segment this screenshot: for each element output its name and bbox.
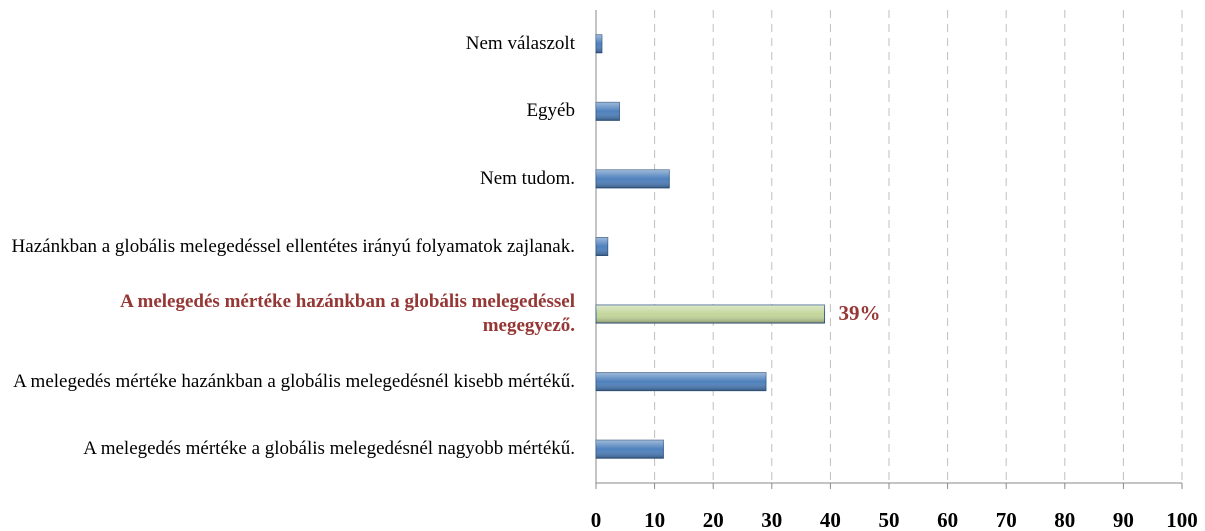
value-label: 39%	[839, 301, 881, 325]
x-tick-label: 70	[996, 508, 1017, 531]
category-label: Hazánkban a globális melegedéssel ellent…	[11, 235, 575, 257]
bar-shade	[596, 440, 664, 459]
category-label: Nem tudom.	[480, 167, 575, 189]
x-tick-label: 10	[644, 508, 665, 531]
x-tick-label: 30	[761, 508, 782, 531]
x-tick-label: 90	[1113, 508, 1134, 531]
x-tick-label: 100	[1166, 508, 1198, 531]
x-tick-label: 60	[937, 508, 958, 531]
x-tick-label: 50	[879, 508, 900, 531]
x-tick-label: 80	[1054, 508, 1075, 531]
bar-shade	[596, 305, 825, 324]
category-label: A melegedés mértéke a globális melegedés…	[83, 438, 575, 460]
bar-shade	[596, 169, 670, 188]
bar-shade	[596, 34, 602, 53]
x-tick-label: 40	[820, 508, 841, 531]
x-tick-label: 0	[591, 508, 602, 531]
bar-shade	[596, 237, 608, 256]
category-label: Nem válaszolt	[465, 32, 575, 54]
bar-shade	[596, 372, 766, 391]
category-label: A melegedés mértéke hazánkban a globális…	[13, 370, 575, 392]
category-label: A melegedés mértéke hazánkban a globális…	[120, 291, 575, 337]
x-tick-label: 20	[703, 508, 724, 531]
bar-shade	[596, 102, 620, 121]
category-label: Egyéb	[526, 100, 575, 122]
